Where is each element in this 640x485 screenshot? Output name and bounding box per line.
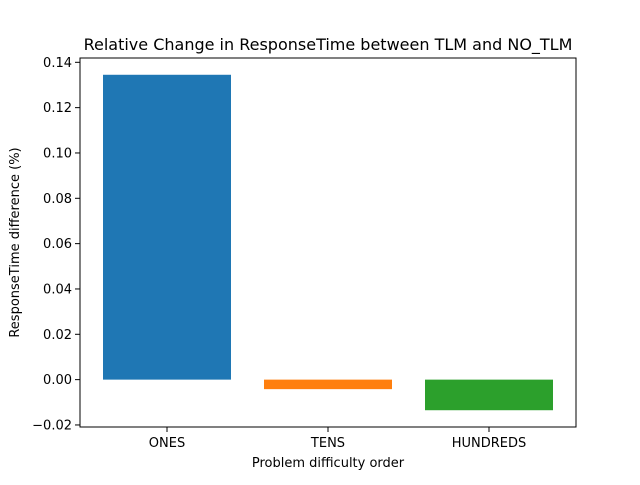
x-axis-label: Problem difficulty order [252, 456, 405, 471]
bar-ones [103, 74, 231, 380]
y-tick-label: 0.14 [43, 56, 72, 71]
y-tick-label: 0.10 [43, 146, 72, 161]
bar-tens [264, 379, 392, 390]
y-tick-label: 0.06 [43, 237, 72, 252]
x-tick-label: TENS [310, 436, 345, 451]
bars [103, 74, 553, 411]
y-tick-label: 0.00 [43, 373, 72, 388]
x-tick-label: HUNDREDS [452, 436, 527, 451]
y-axis-ticks: −0.02 0.00 0.02 0.04 0.06 0.08 0.10 0.12 0.14 [32, 56, 80, 433]
chart-title: Relative Change in ResponseTime between … [84, 35, 573, 55]
axes-frame [79, 57, 577, 428]
bar-hundreds [425, 379, 553, 411]
x-tick-label: ONES [149, 436, 185, 451]
x-axis-ticks: ONES TENS HUNDREDS [149, 427, 526, 451]
y-tick-label: 0.08 [43, 192, 72, 207]
y-tick-label: −0.02 [32, 418, 72, 433]
y-tick-label: 0.02 [43, 328, 72, 343]
y-axis-label: ResponseTime difference (%) [8, 147, 23, 337]
y-tick-label: 0.04 [43, 282, 72, 297]
y-tick-label: 0.12 [43, 101, 72, 116]
